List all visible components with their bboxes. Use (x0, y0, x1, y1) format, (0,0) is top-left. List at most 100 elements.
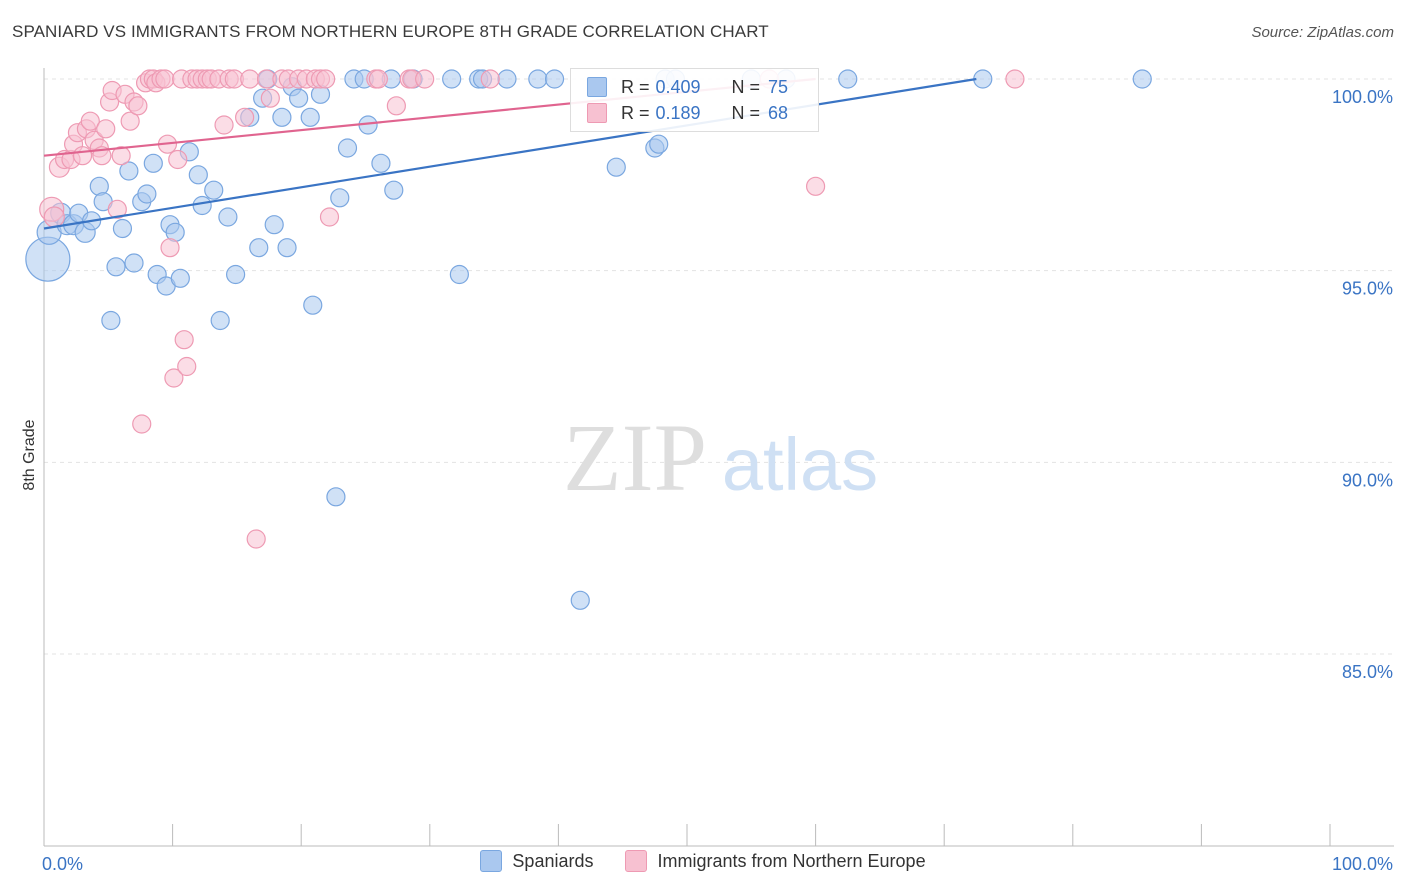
legend-label-spaniards: Spaniards (512, 850, 594, 871)
point-immigrants (260, 88, 280, 108)
stats-r-value: 0.409 (655, 76, 701, 97)
point-spaniards (106, 257, 126, 277)
point-immigrants (316, 69, 336, 89)
stats-r-value: 0.189 (655, 102, 701, 123)
point-immigrants (246, 529, 266, 549)
point-immigrants (214, 115, 234, 135)
point-immigrants (72, 146, 93, 166)
stats-r-label: R = (621, 76, 650, 97)
point-immigrants (155, 69, 175, 89)
point-immigrants (386, 96, 406, 116)
point-spaniards (112, 218, 133, 239)
stats-n-label: N = (731, 102, 761, 123)
point-immigrants (415, 69, 435, 89)
grid-lines (44, 78, 1394, 655)
point-immigrants (319, 207, 340, 227)
point-spaniards (101, 310, 121, 331)
point-immigrants (132, 414, 152, 434)
point-spaniards (570, 590, 590, 610)
stats-row-immigrants: R = 0.189 N = 68 (587, 100, 788, 126)
point-immigrants (177, 356, 197, 377)
stats-swatch-immigrants (587, 103, 607, 123)
point-immigrants (107, 199, 127, 219)
point-spaniards (528, 69, 548, 89)
point-immigrants (1005, 69, 1025, 89)
chart-source: Source: ZipAtlas.com (1251, 24, 1394, 41)
y-tick-label: 90.0% (1342, 470, 1393, 490)
point-spaniards (973, 69, 993, 89)
point-immigrants (43, 206, 65, 228)
point-spaniards (838, 69, 858, 89)
legend-swatch-spaniards (480, 850, 503, 872)
point-immigrants (120, 111, 140, 131)
point-spaniards (249, 238, 269, 258)
stats-n-label: N = (731, 76, 761, 97)
point-spaniards (137, 184, 157, 204)
stats-n-value: 75 (768, 76, 789, 97)
point-spaniards (192, 195, 212, 216)
trend-line-spaniards (43, 77, 977, 230)
point-spaniards (204, 180, 224, 200)
point-immigrants (111, 146, 131, 166)
point-immigrants (240, 69, 260, 89)
point-immigrants (480, 69, 500, 89)
point-immigrants (80, 111, 100, 131)
point-spaniards (124, 253, 144, 273)
point-spaniards (544, 69, 565, 89)
point-immigrants (368, 69, 388, 89)
point-immigrants (164, 368, 184, 388)
point-spaniards (371, 153, 391, 173)
point-spaniards (337, 138, 358, 158)
stats-swatch-spaniards (587, 77, 607, 97)
data-points (25, 69, 1152, 610)
tick-labels: 100.0% 95.0% 90.0% 85.0% 0.0% 100.0% (42, 87, 1393, 874)
point-immigrants (235, 107, 255, 127)
legend-swatch-immigrants (625, 850, 648, 872)
point-immigrants (805, 176, 826, 196)
point-spaniards (119, 161, 139, 181)
axes (43, 68, 1394, 847)
point-spaniards (143, 153, 163, 173)
legend: Spaniards Immigrants from Northern Europ… (0, 850, 1406, 872)
point-spaniards (606, 157, 626, 177)
point-spaniards (300, 107, 320, 127)
y-tick-label: 100.0% (1332, 87, 1393, 107)
stats-n-value: 68 (768, 102, 789, 123)
watermark-zip: ZIP (563, 404, 707, 511)
point-spaniards (330, 188, 350, 208)
point-spaniards (649, 134, 669, 154)
legend-label-immigrants: Immigrants from Northern Europe (657, 850, 926, 871)
point-spaniards (210, 310, 230, 331)
x-tick-label-min: 0.0% (42, 854, 83, 874)
stats-box: R = 0.409 N = 75 R = 0.189 N = 68 (570, 68, 819, 132)
point-immigrants (174, 330, 194, 350)
x-tick-label-max: 100.0% (1332, 854, 1393, 874)
chart-title: SPANIARD VS IMMIGRANTS FROM NORTHERN EUR… (12, 22, 769, 41)
y-tick-label: 85.0% (1342, 662, 1393, 682)
point-spaniards (188, 165, 208, 185)
point-spaniards (272, 107, 292, 127)
legend-item-immigrants[interactable]: Immigrants from Northern Europe (625, 850, 926, 872)
point-spaniards (384, 180, 404, 200)
point-spaniards (497, 69, 517, 89)
watermark: ZIP atlas (563, 404, 878, 511)
point-spaniards (226, 264, 246, 285)
point-spaniards (218, 207, 238, 227)
watermark-atlas: atlas (722, 423, 878, 506)
point-spaniards (264, 215, 284, 235)
point-spaniards (277, 238, 297, 258)
stats-r-label: R = (621, 102, 650, 123)
point-immigrants (96, 119, 116, 139)
point-spaniards (442, 69, 462, 89)
stats-row-spaniards: R = 0.409 N = 75 (587, 74, 788, 100)
point-immigrants (128, 96, 148, 116)
point-spaniards (170, 268, 190, 288)
point-spaniards (289, 88, 309, 108)
point-spaniards (303, 295, 323, 315)
point-spaniards (1132, 69, 1152, 89)
point-immigrants (160, 238, 180, 258)
legend-item-spaniards[interactable]: Spaniards (480, 850, 593, 872)
point-spaniards (449, 264, 469, 285)
point-immigrants (168, 149, 188, 170)
